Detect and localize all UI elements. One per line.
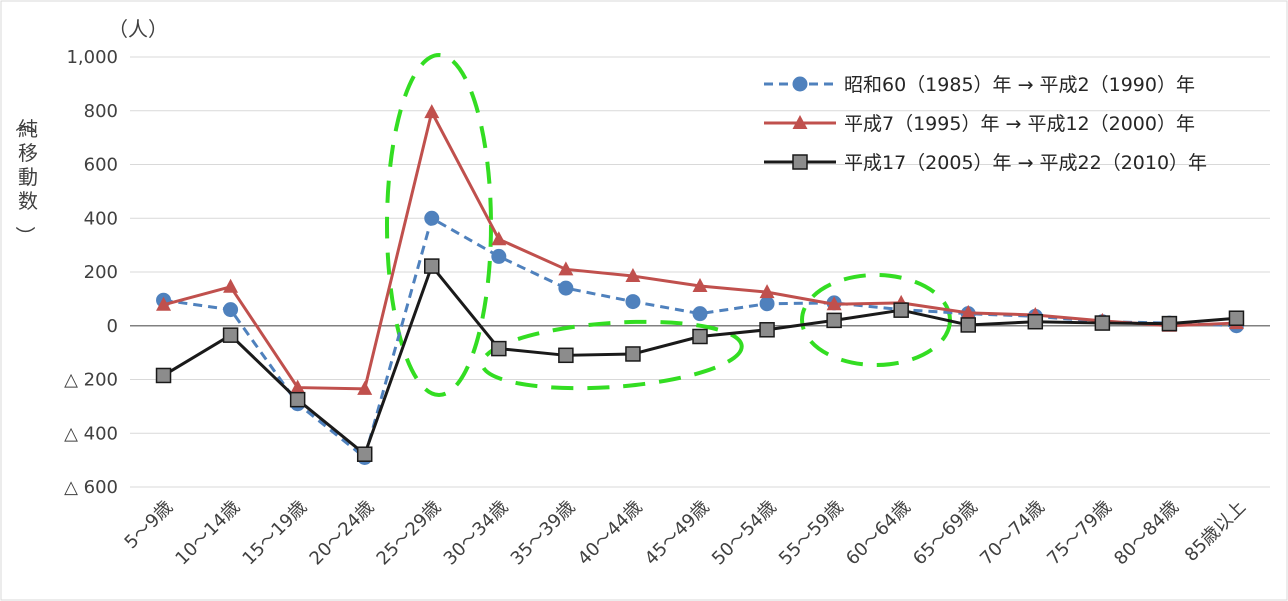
- data-point: [290, 379, 306, 394]
- legend-item: 昭和60（1985）年 → 平成2（1990）年: [764, 74, 1195, 96]
- data-point: [792, 76, 808, 92]
- data-point: [960, 304, 976, 319]
- data-point: [625, 294, 641, 310]
- data-point: [156, 296, 172, 311]
- data-point: [692, 277, 708, 292]
- data-point: [424, 104, 440, 119]
- data-point: [424, 258, 440, 274]
- data-point: [222, 327, 239, 343]
- data-point: [692, 306, 708, 322]
- data-point: [792, 115, 808, 129]
- data-point: [625, 346, 641, 362]
- series-line: [163, 216, 1237, 459]
- data-point: [155, 367, 172, 384]
- y-tick-label: 400: [84, 208, 118, 229]
- data-point: [223, 302, 239, 318]
- data-point: [826, 312, 842, 329]
- data-point: [759, 296, 775, 312]
- data-point: [1161, 315, 1178, 332]
- data-point: [357, 380, 373, 395]
- data-point: [759, 284, 775, 299]
- y-tick-label: 200: [84, 262, 118, 283]
- data-point: [289, 391, 306, 408]
- legend-label: 平成17（2005）年 → 平成22（2010）年: [844, 152, 1207, 174]
- series-3: [155, 258, 1245, 462]
- y-tick-label: 800: [84, 101, 118, 122]
- data-point: [1228, 310, 1245, 326]
- y-tick-label: 600: [84, 155, 118, 176]
- data-point: [625, 268, 641, 283]
- legend-label: 昭和60（1985）年 → 平成2（1990）年: [844, 74, 1195, 96]
- legend-item: 平成17（2005）年 → 平成22（2010）年: [764, 152, 1207, 174]
- legend-label: 平成7（1995）年 → 平成12（2000）年: [844, 113, 1195, 135]
- y-unit-label: （人）: [108, 17, 168, 41]
- data-point: [960, 317, 976, 333]
- data-point: [759, 322, 775, 338]
- y-tick-label: 0: [107, 316, 118, 337]
- y-tick-label: 1,000: [66, 47, 118, 68]
- annotation-ellipse: [480, 319, 744, 391]
- y-tick-label: △ 200: [64, 370, 118, 391]
- data-point: [558, 280, 574, 296]
- data-point: [1094, 315, 1111, 331]
- data-point: [692, 328, 708, 345]
- data-point: [424, 210, 440, 226]
- data-point: [491, 248, 507, 264]
- data-point: [558, 347, 574, 364]
- y-tick-label: △ 600: [64, 477, 118, 498]
- data-point: [223, 278, 239, 293]
- y-axis-title: （純移動数）: [13, 112, 38, 246]
- data-point: [826, 296, 842, 311]
- data-point: [1027, 313, 1044, 330]
- y-axis-title-text: （純移動数）: [13, 112, 38, 246]
- data-point: [491, 340, 507, 357]
- data-point: [893, 302, 909, 318]
- y-tick-label: △ 400: [64, 423, 118, 444]
- data-point: [558, 261, 574, 276]
- data-point: [356, 446, 373, 462]
- data-point: [792, 154, 808, 170]
- legend-item: 平成7（1995）年 → 平成12（2000）年: [764, 113, 1195, 135]
- data-point: [491, 231, 507, 246]
